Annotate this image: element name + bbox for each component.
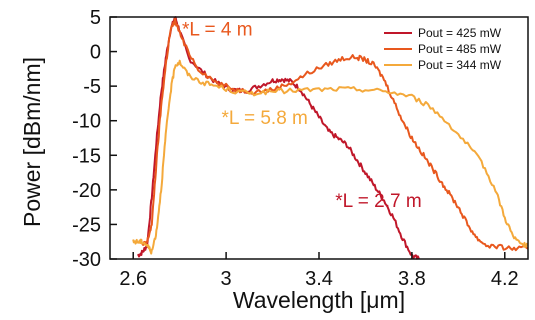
series-line-3 — [132, 59, 529, 255]
length-annotation: *L = 5.8 m — [221, 108, 307, 129]
series-layer — [132, 16, 529, 260]
x-tick-label: 3.4 — [305, 268, 333, 290]
x-tick-label: 4.2 — [491, 268, 519, 290]
length-annotation: *L = 4 m — [182, 20, 253, 41]
y-tick-label: -25 — [72, 214, 101, 236]
y-tick-label: -20 — [72, 180, 101, 202]
length-annotation: *L = 2.7 m — [335, 191, 421, 212]
legend-label: Pout = 485 mW — [418, 42, 502, 56]
y-tick-label: 5 — [90, 7, 101, 29]
annotations: *L = 4 m *L = 5.8 m *L = 2.7 m — [182, 20, 422, 212]
series-line-2 — [141, 17, 529, 252]
y-tick-label: -5 — [83, 76, 101, 98]
y-tick-label: -15 — [72, 145, 101, 167]
y-tick-label: 0 — [90, 42, 101, 64]
legend: Pout = 425 mW Pout = 485 mW Pout = 344 mW — [384, 26, 502, 72]
series-line-1 — [137, 16, 420, 260]
y-tick-label: -30 — [72, 249, 101, 271]
x-axis: 2.6 3 3.4 3.8 4.2 — [119, 252, 519, 290]
y-axis: 5 0 -5 -10 -15 -20 -25 -30 — [72, 7, 117, 271]
y-tick-label: -10 — [72, 111, 101, 133]
x-tick-label: 3.8 — [398, 268, 426, 290]
y-axis-label: Power [dBm/nm] — [19, 57, 45, 227]
x-tick-label: 2.6 — [119, 268, 147, 290]
x-tick-label: 3 — [221, 268, 232, 290]
legend-label: Pout = 344 mW — [418, 58, 502, 72]
x-axis-label: Wavelength [μm] — [233, 287, 405, 313]
legend-label: Pout = 425 mW — [418, 26, 502, 40]
